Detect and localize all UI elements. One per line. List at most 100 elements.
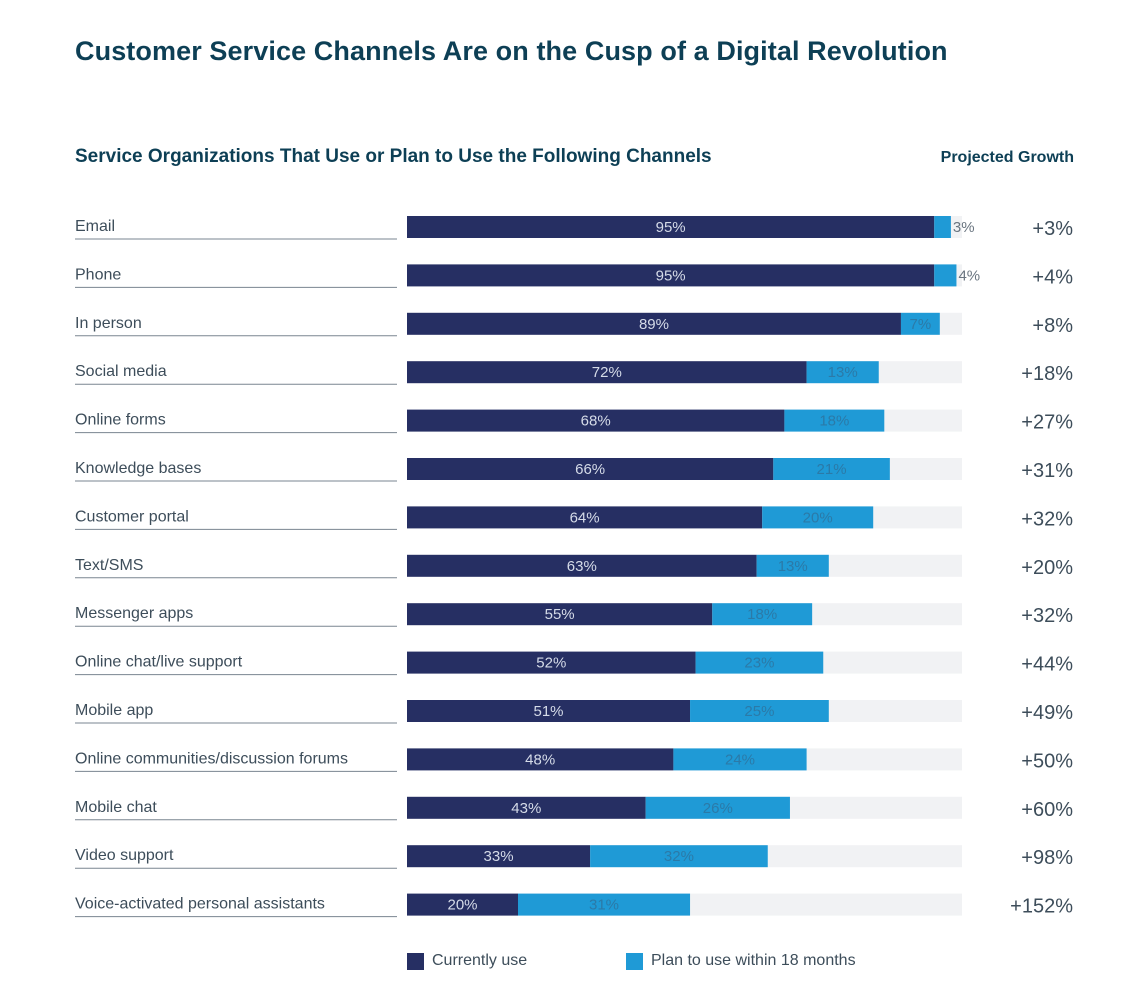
bar-value-plan: 13% [778, 558, 808, 575]
projected-growth-value: +98% [1021, 847, 1073, 869]
bar-value-current: 64% [570, 509, 600, 526]
legend-item-current: Currently use [407, 952, 527, 970]
bar-value-plan: 26% [703, 800, 733, 817]
bar-value-current: 43% [511, 800, 541, 817]
bar-value-plan: 23% [744, 655, 774, 672]
projected-growth-value: +4% [1032, 266, 1073, 288]
bar-current-use [407, 748, 674, 771]
bar-current-use [407, 651, 696, 674]
category-label: In person [75, 315, 142, 332]
bar-current-use [407, 700, 691, 722]
bar-value-current: 66% [575, 461, 605, 478]
projected-growth-header: Projected Growth [940, 149, 1074, 166]
category-label: Text/SMS [75, 557, 143, 574]
bar-plan-to-use [934, 216, 951, 238]
bar-value-plan: 25% [744, 703, 774, 720]
category-label: Video support [75, 847, 174, 864]
bar-plan-to-use [518, 893, 691, 916]
bar-plan-to-use [690, 700, 829, 722]
bar-value-plan: 20% [803, 509, 833, 526]
bar-plan-to-use [762, 506, 874, 529]
legend-label-plan: Plan to use within 18 months [651, 952, 856, 969]
bar-current-use [407, 893, 518, 916]
bar-current-use [407, 264, 935, 287]
bar-plan-to-use [756, 554, 829, 577]
bar-current-use [407, 409, 785, 432]
bar-value-current: 72% [592, 364, 622, 381]
projected-growth-value: +50% [1021, 750, 1073, 772]
projected-growth-value: +60% [1021, 799, 1073, 821]
bar-plan-to-use [712, 603, 813, 626]
projected-growth-value: +32% [1021, 508, 1073, 530]
bar-current-use [407, 845, 591, 868]
category-label: Mobile chat [75, 799, 157, 816]
bar-plan-to-use [773, 458, 890, 480]
bar-value-current: 51% [534, 703, 564, 720]
chart-plot: Email 95% 3% +3% Phone 95% 4% +4% In person 89% 7%… [75, 216, 1073, 918]
bar-value-plan: 4% [958, 267, 980, 284]
bar-value-current: 95% [656, 219, 686, 236]
bar-current-use [407, 506, 763, 529]
legend-swatch-plan [626, 952, 643, 970]
bar-value-plan: 18% [819, 413, 849, 430]
bar-value-plan: 18% [747, 606, 777, 623]
category-label: Online forms [75, 412, 166, 429]
projected-growth-value: +20% [1021, 557, 1073, 579]
legend-label-current: Currently use [432, 952, 528, 969]
page-title: Customer Service Channels Are on the Cus… [75, 36, 948, 66]
category-label: Email [75, 218, 115, 235]
legend-swatch-current [407, 952, 424, 970]
bar-value-plan: 31% [589, 897, 619, 914]
category-label: Online chat/live support [75, 654, 243, 671]
projected-growth-value: +152% [1010, 896, 1073, 918]
category-label: Messenger apps [75, 605, 193, 622]
bar-value-current: 52% [536, 655, 566, 672]
projected-growth-value: +49% [1021, 702, 1073, 724]
category-label: Knowledge bases [75, 460, 201, 477]
bar-current-use [407, 361, 807, 384]
bar-value-plan: 7% [910, 316, 932, 333]
bar-value-current: 68% [581, 413, 611, 430]
bar-value-current: 48% [525, 751, 555, 768]
bar-current-use [407, 312, 901, 335]
bar-current-use [407, 458, 774, 480]
bar-current-use [407, 796, 646, 819]
category-label: Phone [75, 266, 121, 283]
bar-current-use [407, 216, 935, 238]
projected-growth-value: +3% [1032, 218, 1073, 240]
bar-plan-to-use [784, 409, 885, 432]
legend-item-plan: Plan to use within 18 months [626, 952, 856, 970]
bar-value-plan: 24% [725, 751, 755, 768]
category-label: Online communities/discussion forums [75, 750, 348, 767]
chart-title: Service Organizations That Use or Plan t… [75, 146, 712, 167]
projected-growth-value: +44% [1021, 654, 1073, 676]
bar-plan-to-use [806, 361, 879, 384]
bar-value-current: 63% [567, 558, 597, 575]
bar-plan-to-use [695, 651, 824, 674]
bar-value-current: 33% [484, 848, 514, 865]
bar-value-plan: 13% [828, 364, 858, 381]
projected-growth-value: +32% [1021, 605, 1073, 627]
bar-value-plan: 21% [817, 461, 847, 478]
bar-value-current: 20% [447, 897, 477, 914]
category-label: Mobile app [75, 702, 153, 719]
category-label: Social media [75, 363, 167, 380]
projected-growth-value: +27% [1021, 412, 1073, 434]
bar-plan-to-use [934, 264, 957, 287]
projected-growth-value: +18% [1021, 363, 1073, 385]
bar-plan-to-use [673, 748, 807, 771]
bar-current-use [407, 554, 757, 577]
bar-value-current: 95% [656, 267, 686, 284]
bar-plan-to-use [645, 796, 790, 819]
bar-value-plan: 32% [664, 848, 694, 865]
bar-value-current: 89% [639, 316, 669, 333]
bar-plan-to-use [590, 845, 768, 868]
category-label: Voice-activated personal assistants [75, 896, 325, 913]
projected-growth-value: +8% [1032, 315, 1073, 337]
bar-value-current: 55% [545, 606, 575, 623]
category-label: Customer portal [75, 508, 189, 525]
bar-plan-to-use [900, 312, 940, 335]
bar-current-use [407, 603, 713, 626]
projected-growth-value: +31% [1021, 460, 1073, 482]
bar-value-plan: 3% [953, 219, 975, 236]
